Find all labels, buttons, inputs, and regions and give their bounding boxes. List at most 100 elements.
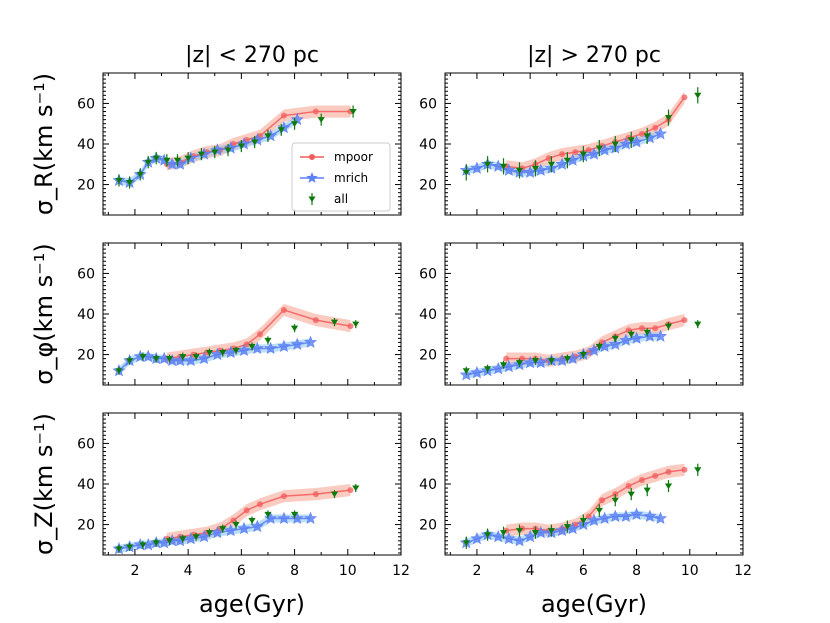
mrich-point (237, 521, 251, 535)
mrich-point (608, 509, 622, 522)
x-tick-label: 8 (290, 563, 299, 579)
mrich-point (197, 351, 211, 365)
mrich-point (277, 511, 291, 525)
x-axis-label: age(Gyr) (541, 590, 647, 618)
all-point (115, 368, 123, 375)
all-point (483, 161, 492, 168)
all-point (694, 467, 702, 474)
mpoor-point (312, 108, 319, 115)
mpoor-point (598, 497, 605, 504)
mpoor-point (638, 130, 645, 137)
y-tick-label: 60 (419, 96, 437, 112)
mrich-point (173, 353, 187, 367)
mrich-point (250, 133, 264, 146)
mpoor-point (665, 468, 672, 475)
all-point (205, 530, 214, 536)
mrich-point (643, 329, 657, 342)
all-point (643, 329, 651, 336)
mpoor-point (681, 94, 688, 101)
all-point (152, 540, 160, 547)
legend-label-mpoor: mpoor (334, 150, 373, 164)
all-point (547, 528, 556, 534)
y-tick-label: 20 (77, 178, 95, 194)
all-point (248, 343, 256, 350)
mpoor-point (681, 466, 688, 473)
y-tick-label: 60 (77, 96, 95, 112)
mrich-point (224, 141, 238, 154)
all-point (499, 362, 508, 368)
all-point (165, 356, 174, 362)
y-tick-label: 20 (419, 348, 437, 364)
mrich-point (630, 507, 644, 520)
panel-2: 20 40 60 (419, 72, 744, 216)
y-axis-label: σ_R(km s⁻¹) (30, 73, 58, 215)
mpoor-point (312, 317, 319, 324)
mrich-point (197, 529, 211, 543)
all-point (126, 544, 134, 551)
y-tick-label: 20 (77, 518, 95, 534)
all-point (627, 331, 635, 338)
all-point (515, 528, 524, 534)
mrich-point (491, 529, 505, 543)
mrich-point (277, 120, 291, 134)
mrich-point (173, 157, 187, 170)
mpoor-point (652, 124, 659, 131)
mrich-point (643, 509, 657, 522)
y-tick-label: 20 (419, 518, 437, 534)
all-point (462, 540, 470, 547)
mrich-point (523, 165, 537, 178)
all-point (115, 546, 123, 553)
all-point (224, 147, 232, 154)
all-point (547, 161, 556, 168)
mpoor-point (585, 513, 592, 520)
mpoor-point (280, 493, 287, 500)
legend-mpoor-marker (309, 154, 315, 160)
all-point (232, 347, 240, 354)
y-tick-label: 20 (419, 178, 437, 194)
y-tick-label: 40 (77, 307, 95, 323)
y-tick-label: 40 (419, 477, 437, 493)
all-point (611, 497, 619, 504)
all-point (277, 127, 285, 134)
all-point (531, 358, 540, 364)
all-point (515, 167, 524, 174)
all-point (330, 491, 339, 498)
plot-area (112, 484, 360, 555)
all-point (627, 491, 635, 498)
x-tick-label: 2 (472, 563, 481, 579)
mpoor-point (347, 323, 354, 330)
mrich-point (587, 147, 601, 160)
all-point (579, 151, 587, 158)
mpoor-point (256, 501, 263, 508)
mrich-point (304, 511, 318, 525)
mrich-point (491, 361, 505, 375)
mrich-point (513, 533, 526, 547)
mrich-point (654, 127, 668, 140)
mrich-point (470, 366, 484, 379)
all-point (643, 133, 651, 140)
all-point (547, 358, 556, 364)
x-axis-label: age(Gyr) (199, 590, 305, 618)
all-point (144, 159, 152, 166)
y-tick-label: 40 (77, 137, 95, 153)
mpoor-point (625, 327, 632, 334)
mpoor-point (545, 155, 552, 162)
mpoor-point (625, 483, 632, 490)
mrich-point (184, 353, 198, 367)
mpoor-point (503, 355, 510, 362)
y-axis-label: σ_Z(km s⁻¹) (30, 413, 58, 555)
all-point (643, 487, 651, 494)
mpoor-point (230, 517, 237, 524)
all-point (237, 143, 245, 150)
all-point (232, 522, 240, 528)
all-point (192, 534, 200, 540)
all-point (192, 354, 200, 360)
y-axis-label: σ_φ(km s⁻¹) (30, 243, 58, 384)
panel-3: 20 40 60 (77, 242, 402, 386)
mrich-point (619, 333, 633, 346)
x-tick-label: 8 (632, 563, 641, 579)
mpoor-point (312, 491, 319, 498)
all-point (115, 177, 123, 184)
mrich-point (237, 137, 251, 150)
